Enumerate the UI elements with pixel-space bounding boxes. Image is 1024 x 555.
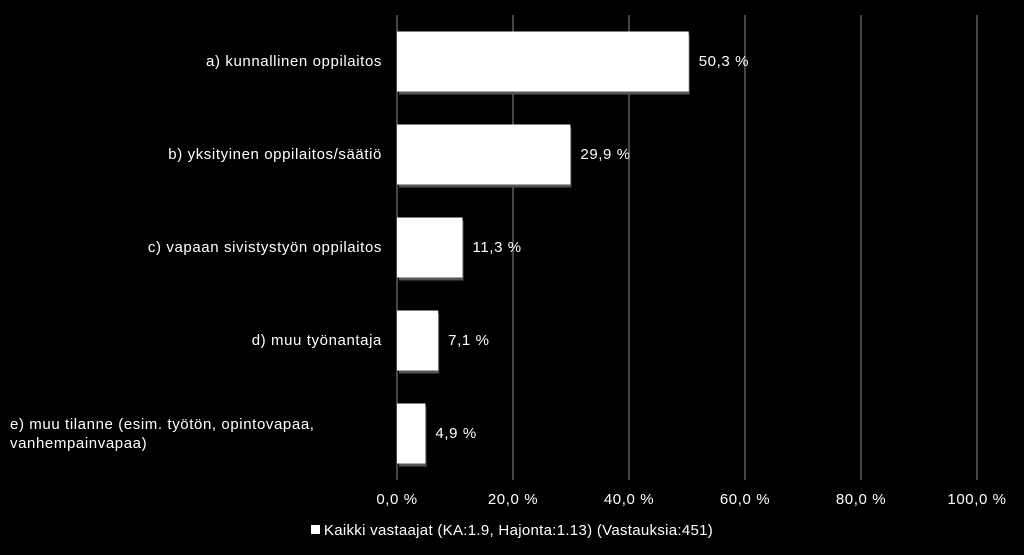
bar-2 [397, 124, 571, 185]
category-label-2: b) yksityinen oppilaitos/säätiö [168, 145, 382, 163]
value-label-1: 50,3 % [698, 52, 750, 70]
bar-4 [397, 310, 439, 371]
value-label-2: 29,9 % [580, 145, 631, 163]
x-tick-label-100: 100,0 % [947, 491, 1007, 508]
legend-label: Kaikki vastaajat (KA:1.9, Hajonta:1.13) … [323, 522, 714, 539]
value-label-4: 7,1 % [448, 331, 490, 349]
x-tick-label-40: 40,0 % [603, 491, 655, 508]
category-label-1: a) kunnallinen oppilaitos [206, 52, 382, 70]
value-label-3: 11,3 % [472, 238, 522, 256]
x-tick-label-80: 80,0 % [835, 491, 887, 508]
legend: Kaikki vastaajat (KA:1.9, Hajonta:1.13) … [0, 521, 1024, 540]
value-label-5: 4,9 % [435, 424, 477, 442]
x-tick-label-60: 60,0 % [719, 491, 771, 508]
category-label-3: c) vapaan sivistystyön oppilaitos [147, 238, 382, 256]
legend-swatch [310, 525, 320, 534]
x-tick-label-0: 0,0 % [376, 491, 418, 508]
bar-3 [397, 217, 463, 278]
bar-1 [397, 31, 689, 92]
category-label-5: e) muu tilanne (esim. työtön, opintovapa… [10, 415, 315, 452]
bar-5 [397, 403, 426, 464]
x-tick-label-20: 20,0 % [487, 491, 539, 508]
category-label-4: d) muu työnantaja [251, 331, 382, 349]
